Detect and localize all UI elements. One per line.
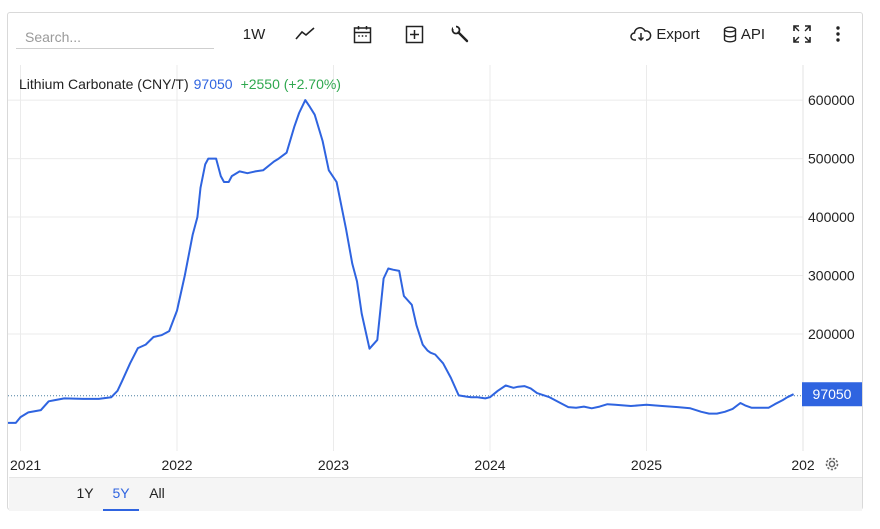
legend-change: +2550 (+2.70%): [241, 76, 341, 92]
price-series-line: [8, 99, 795, 424]
range-label: All: [149, 485, 165, 501]
x-tick-label: 2025: [631, 457, 662, 473]
chart-legend: Lithium Carbonate (CNY/T) 97050 +2550 (+2.…: [19, 76, 341, 92]
range-label: 1Y: [76, 485, 94, 501]
fullscreen-icon[interactable]: [790, 22, 814, 46]
chart-toolbar: 1W Export API: [8, 13, 862, 55]
line-chart-icon[interactable]: [293, 22, 317, 46]
plus-box-icon[interactable]: [402, 22, 426, 46]
database-icon: [723, 26, 737, 42]
calendar-icon[interactable]: [350, 22, 374, 46]
x-tick-label: 2021: [10, 457, 41, 473]
x-tick-label: 202: [791, 457, 815, 473]
api-button[interactable]: API: [719, 22, 769, 46]
chart-plot[interactable]: 200000 300000 400000 500000 600000 2021 2022 2…: [8, 55, 862, 475]
legend-price: 97050: [194, 76, 233, 92]
wrench-icon[interactable]: [448, 22, 472, 46]
y-tick-label: 500000: [808, 151, 855, 167]
cloud-download-icon: [630, 27, 652, 42]
legend-name: Lithium Carbonate (CNY/T): [19, 76, 189, 92]
y-tick-label: 200000: [808, 326, 855, 342]
range-button-1y[interactable]: 1Y: [72, 478, 98, 509]
export-button[interactable]: Export: [629, 22, 701, 46]
api-label: API: [740, 25, 766, 43]
price-tag-label: 97050: [813, 386, 852, 402]
chart-widget: 1W Export API: [7, 12, 863, 511]
x-tick-label: 2022: [161, 457, 192, 473]
x-tick-label: 2024: [474, 457, 505, 473]
range-label: 5Y: [112, 485, 130, 501]
price-tag: 97050: [802, 382, 862, 407]
settings-gear-icon[interactable]: [823, 455, 841, 473]
period-label: 1W: [242, 25, 266, 43]
more-vertical-icon[interactable]: [828, 22, 848, 46]
y-tick-label: 600000: [808, 92, 855, 108]
range-button-all[interactable]: All: [144, 478, 170, 509]
range-button-5y[interactable]: 5Y: [103, 478, 139, 511]
range-selector: 1Y 5Y All: [9, 477, 862, 511]
search-input[interactable]: [16, 25, 214, 49]
export-label: Export: [656, 25, 700, 43]
y-tick-label: 400000: [808, 209, 855, 225]
period-selector[interactable]: 1W: [236, 22, 272, 46]
y-tick-label: 300000: [808, 268, 855, 284]
x-tick-label: 2023: [318, 457, 349, 473]
